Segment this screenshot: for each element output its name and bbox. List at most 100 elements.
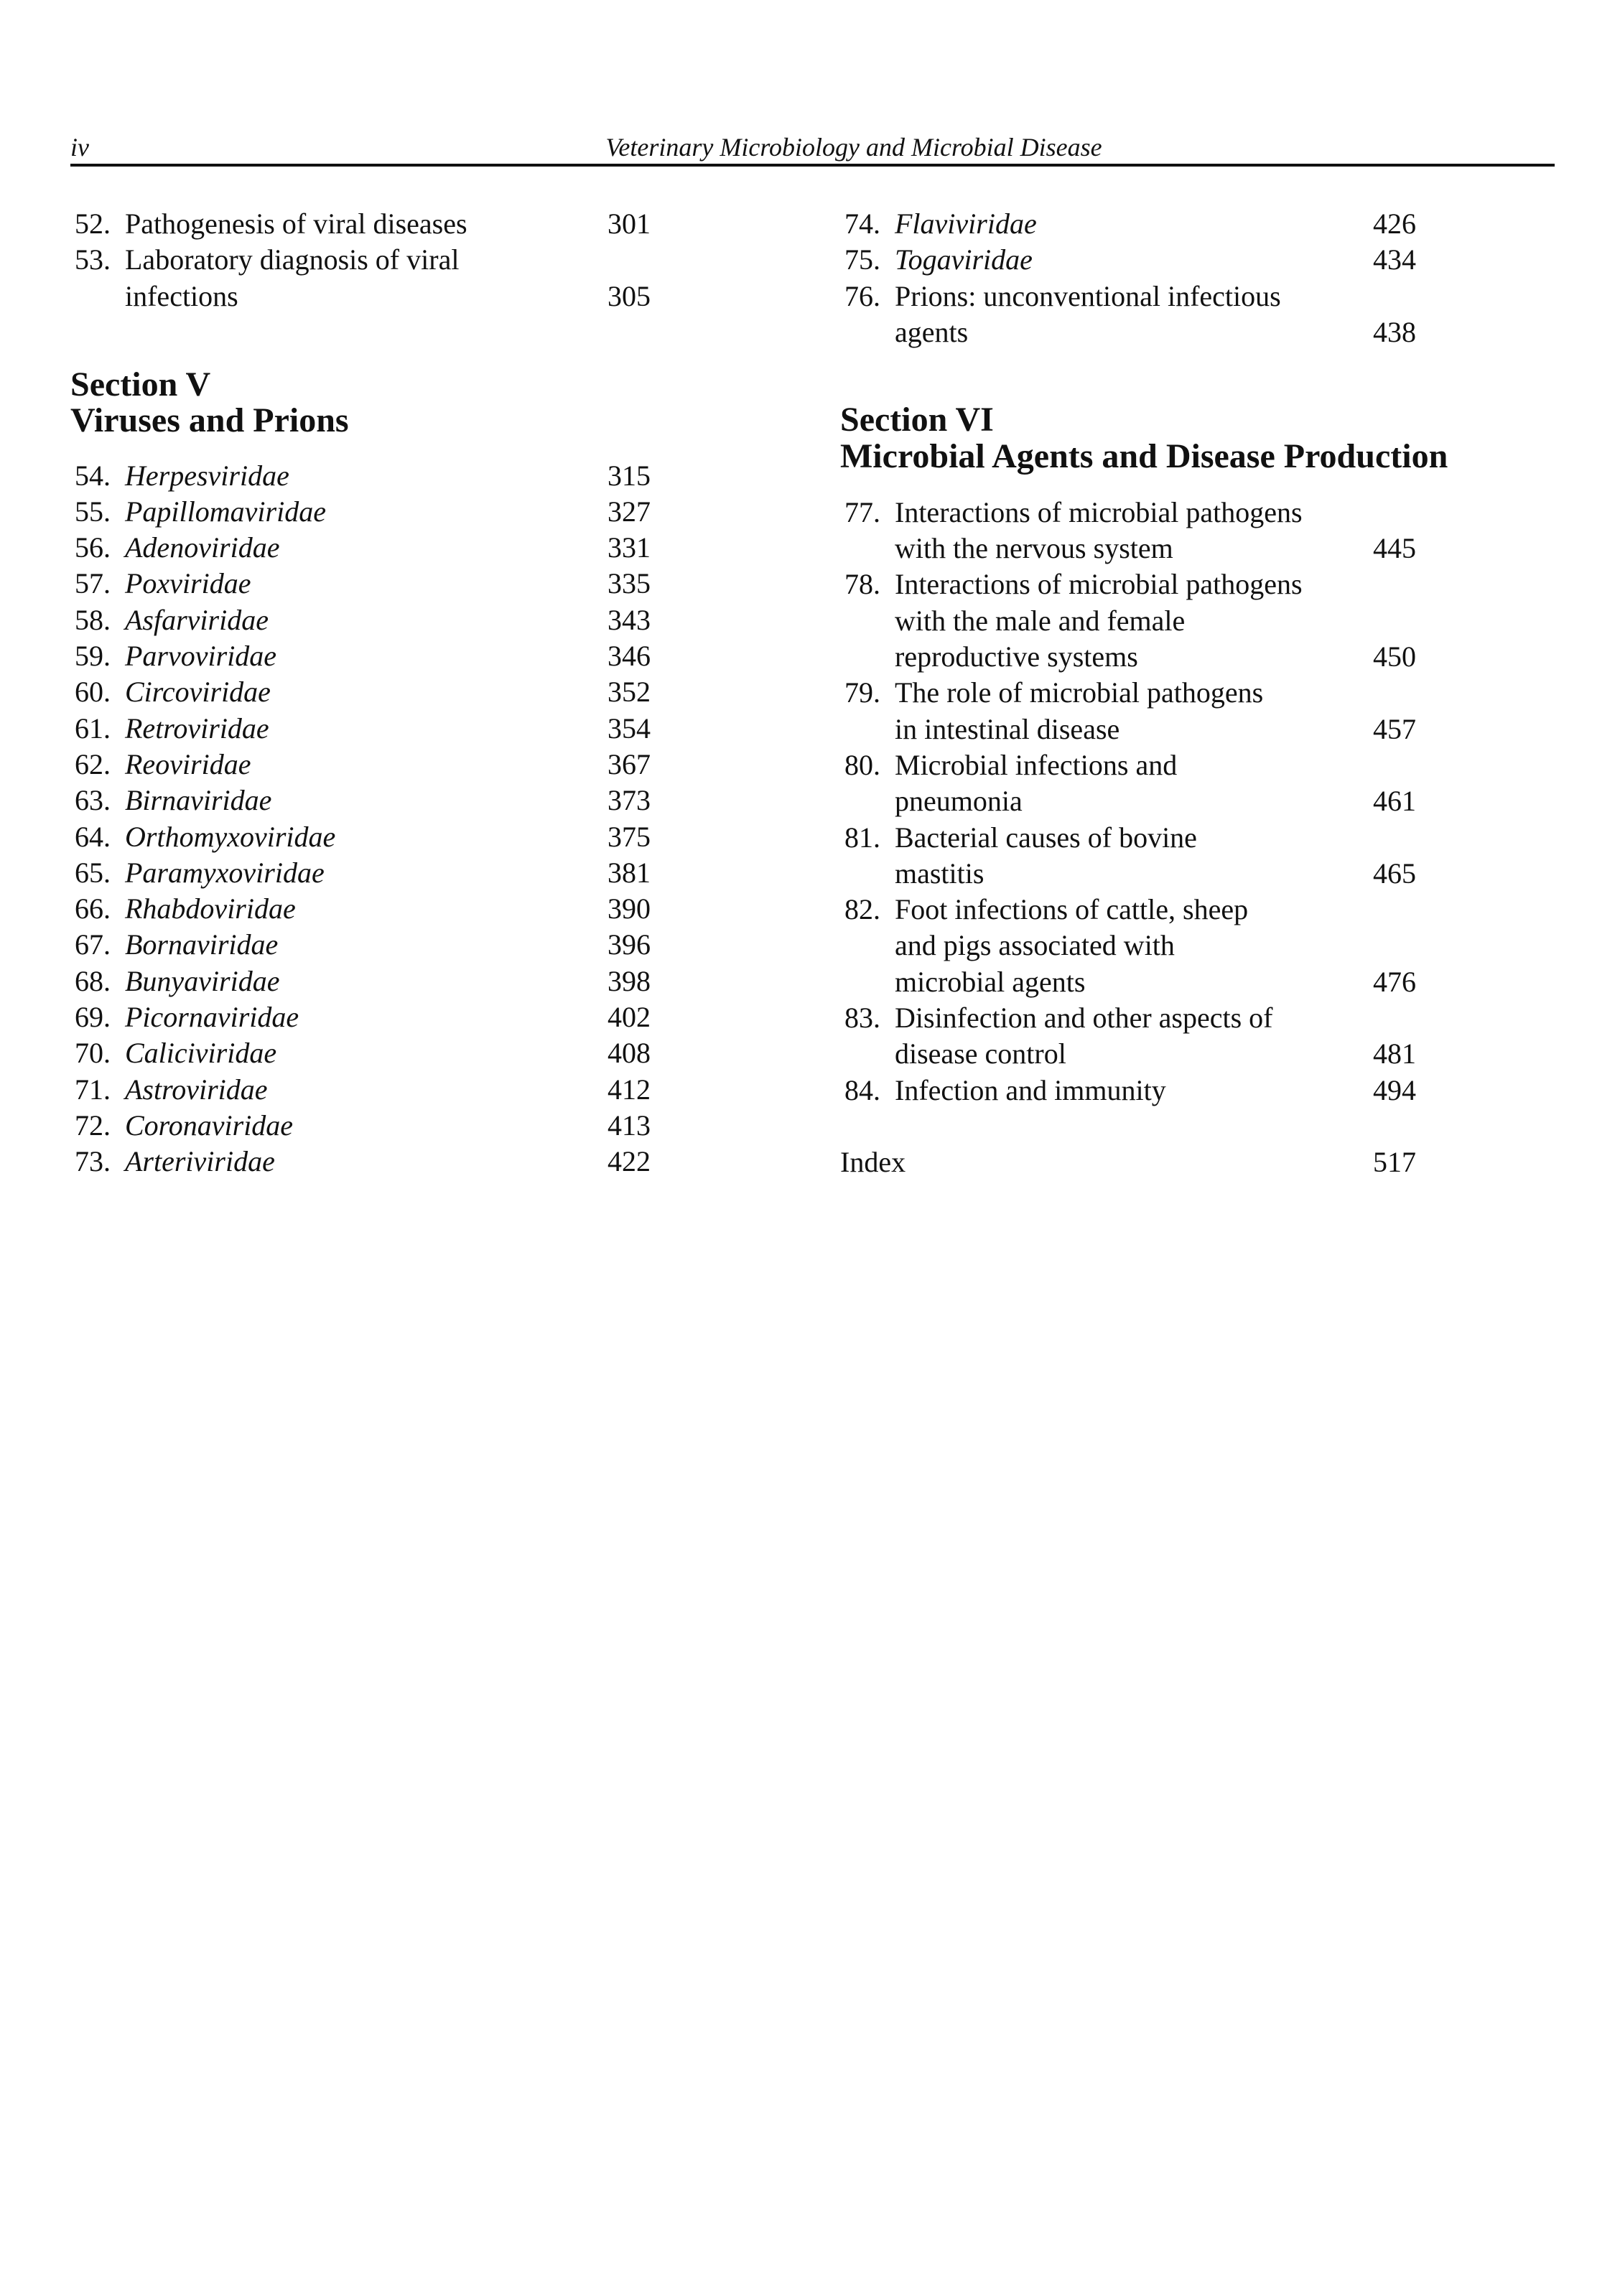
entry-page-number: 517 bbox=[1373, 1145, 1416, 1178]
entry-page-number: 438 bbox=[1373, 315, 1416, 348]
entry-page-number: 434 bbox=[1373, 243, 1416, 276]
entry-number: 64. bbox=[75, 820, 111, 853]
entry-title: Poxviridae bbox=[125, 567, 251, 600]
entry-title: Reoviridae bbox=[125, 747, 251, 780]
entry-page-number: 331 bbox=[608, 531, 651, 564]
entry-title: Astroviridae bbox=[125, 1073, 268, 1106]
entry-title: Parvoviridae bbox=[125, 640, 277, 672]
entry-number: 69. bbox=[75, 1001, 111, 1033]
entry-number: 56. bbox=[75, 531, 111, 564]
entry-title: Birnaviridae bbox=[125, 784, 272, 817]
entry-title: Paramyxoviridae bbox=[125, 856, 325, 889]
entry-page-number: 461 bbox=[1373, 785, 1416, 818]
entry-number: 75. bbox=[844, 243, 880, 276]
entry-number: 53. bbox=[75, 243, 111, 276]
entry-page-number: 465 bbox=[1373, 857, 1416, 890]
entry-number: 68. bbox=[75, 964, 111, 997]
entry-title: Foot infections of cattle, sheep bbox=[895, 893, 1249, 926]
entry-title: Asfarviridae bbox=[125, 603, 269, 636]
entry-title: Interactions of microbial pathogens bbox=[895, 495, 1303, 528]
section-number: Section V bbox=[70, 365, 211, 403]
entry-number: 60. bbox=[75, 676, 111, 709]
header-rule bbox=[70, 164, 1555, 167]
entry-number: 80. bbox=[844, 748, 880, 781]
entry-page-number: 408 bbox=[608, 1037, 651, 1070]
entry-page-number: 422 bbox=[608, 1145, 651, 1178]
entry-page-number: 481 bbox=[1373, 1037, 1416, 1070]
entry-title: Caliciviridae bbox=[125, 1037, 277, 1070]
entry-page-number: 476 bbox=[1373, 965, 1416, 998]
entry-number: 57. bbox=[75, 567, 111, 600]
entry-page-number: 413 bbox=[608, 1109, 651, 1142]
entry-page-number: 335 bbox=[608, 567, 651, 600]
entry-page-number: 426 bbox=[1373, 207, 1416, 240]
entry-title: Togaviridae bbox=[895, 243, 1033, 276]
entry-page-number: 412 bbox=[608, 1073, 651, 1106]
page-folio: iv bbox=[70, 133, 89, 162]
entry-number: 65. bbox=[75, 856, 111, 889]
entry-title: Circoviridae bbox=[125, 676, 271, 709]
entry-title: Bacterial causes of bovine bbox=[895, 821, 1197, 854]
entry-title: Bunyaviridae bbox=[125, 964, 280, 997]
entry-number: 58. bbox=[75, 603, 111, 636]
entry-page-number: 457 bbox=[1373, 712, 1416, 745]
entry-page-number: 450 bbox=[1373, 640, 1416, 673]
running-title: Veterinary Microbiology and Microbial Di… bbox=[605, 133, 1102, 162]
entry-page-number: 367 bbox=[608, 747, 651, 780]
entry-page-number: 327 bbox=[608, 495, 651, 528]
entry-title: Orthomyxoviridae bbox=[125, 820, 336, 853]
entry-page-number: 315 bbox=[608, 459, 651, 492]
section-title: Viruses and Prions bbox=[70, 401, 349, 440]
entry-number: 79. bbox=[844, 676, 880, 709]
entry-number: 83. bbox=[844, 1002, 880, 1034]
entry-number: 81. bbox=[844, 821, 880, 854]
entry-title: microbial agents bbox=[895, 965, 1086, 998]
entry-number: 63. bbox=[75, 784, 111, 817]
section-title: Microbial Agents and Disease Production bbox=[840, 437, 1448, 475]
index-entry-title: Index bbox=[840, 1145, 906, 1178]
entry-number: 73. bbox=[75, 1145, 111, 1178]
entry-number: 72. bbox=[75, 1109, 111, 1142]
entry-title: Arteriviridae bbox=[125, 1145, 275, 1178]
entry-title: infections bbox=[125, 279, 238, 312]
entry-title: and pigs associated with bbox=[895, 929, 1175, 962]
entry-title: Microbial infections and bbox=[895, 748, 1178, 781]
entry-page-number: 373 bbox=[608, 784, 651, 817]
entry-number: 61. bbox=[75, 711, 111, 745]
entry-page-number: 305 bbox=[608, 279, 651, 312]
entry-title: Picornaviridae bbox=[125, 1001, 299, 1033]
entry-title: Infection and immunity bbox=[895, 1073, 1166, 1106]
entry-title: Disinfection and other aspects of bbox=[895, 1002, 1273, 1034]
entry-page-number: 398 bbox=[608, 964, 651, 997]
entry-title: Interactions of microbial pathogens bbox=[895, 568, 1303, 601]
entry-title: Rhabdoviridae bbox=[125, 892, 296, 925]
entry-page-number: 375 bbox=[608, 820, 651, 853]
entry-title: in intestinal disease bbox=[895, 712, 1120, 745]
entry-title: Bornaviridae bbox=[125, 928, 279, 961]
entry-title: pneumonia bbox=[895, 785, 1023, 818]
entry-number: 77. bbox=[844, 495, 880, 528]
entry-title: Laboratory diagnosis of viral bbox=[125, 243, 460, 276]
entry-page-number: 346 bbox=[608, 640, 651, 672]
entry-page-number: 402 bbox=[608, 1001, 651, 1033]
entry-page-number: 352 bbox=[608, 676, 651, 709]
entry-title: Prions: unconventional infectious bbox=[895, 279, 1281, 312]
entry-page-number: 301 bbox=[608, 207, 651, 240]
entry-page-number: 343 bbox=[608, 603, 651, 636]
entry-number: 84. bbox=[844, 1073, 880, 1106]
entry-title: The role of microbial pathogens bbox=[895, 676, 1264, 709]
entry-number: 59. bbox=[75, 640, 111, 672]
entry-number: 52. bbox=[75, 207, 111, 240]
entry-page-number: 390 bbox=[608, 892, 651, 925]
entry-number: 62. bbox=[75, 747, 111, 780]
entry-title: Papillomaviridae bbox=[125, 495, 326, 528]
entry-title: Retroviridae bbox=[125, 711, 269, 745]
entry-number: 71. bbox=[75, 1073, 111, 1106]
section-number: Section VI bbox=[840, 401, 994, 439]
entry-title: Coronaviridae bbox=[125, 1109, 294, 1142]
entry-number: 54. bbox=[75, 459, 111, 492]
entry-number: 78. bbox=[844, 568, 880, 601]
entry-number: 76. bbox=[844, 279, 880, 312]
entry-page-number: 354 bbox=[608, 711, 651, 745]
entry-number: 55. bbox=[75, 495, 111, 528]
